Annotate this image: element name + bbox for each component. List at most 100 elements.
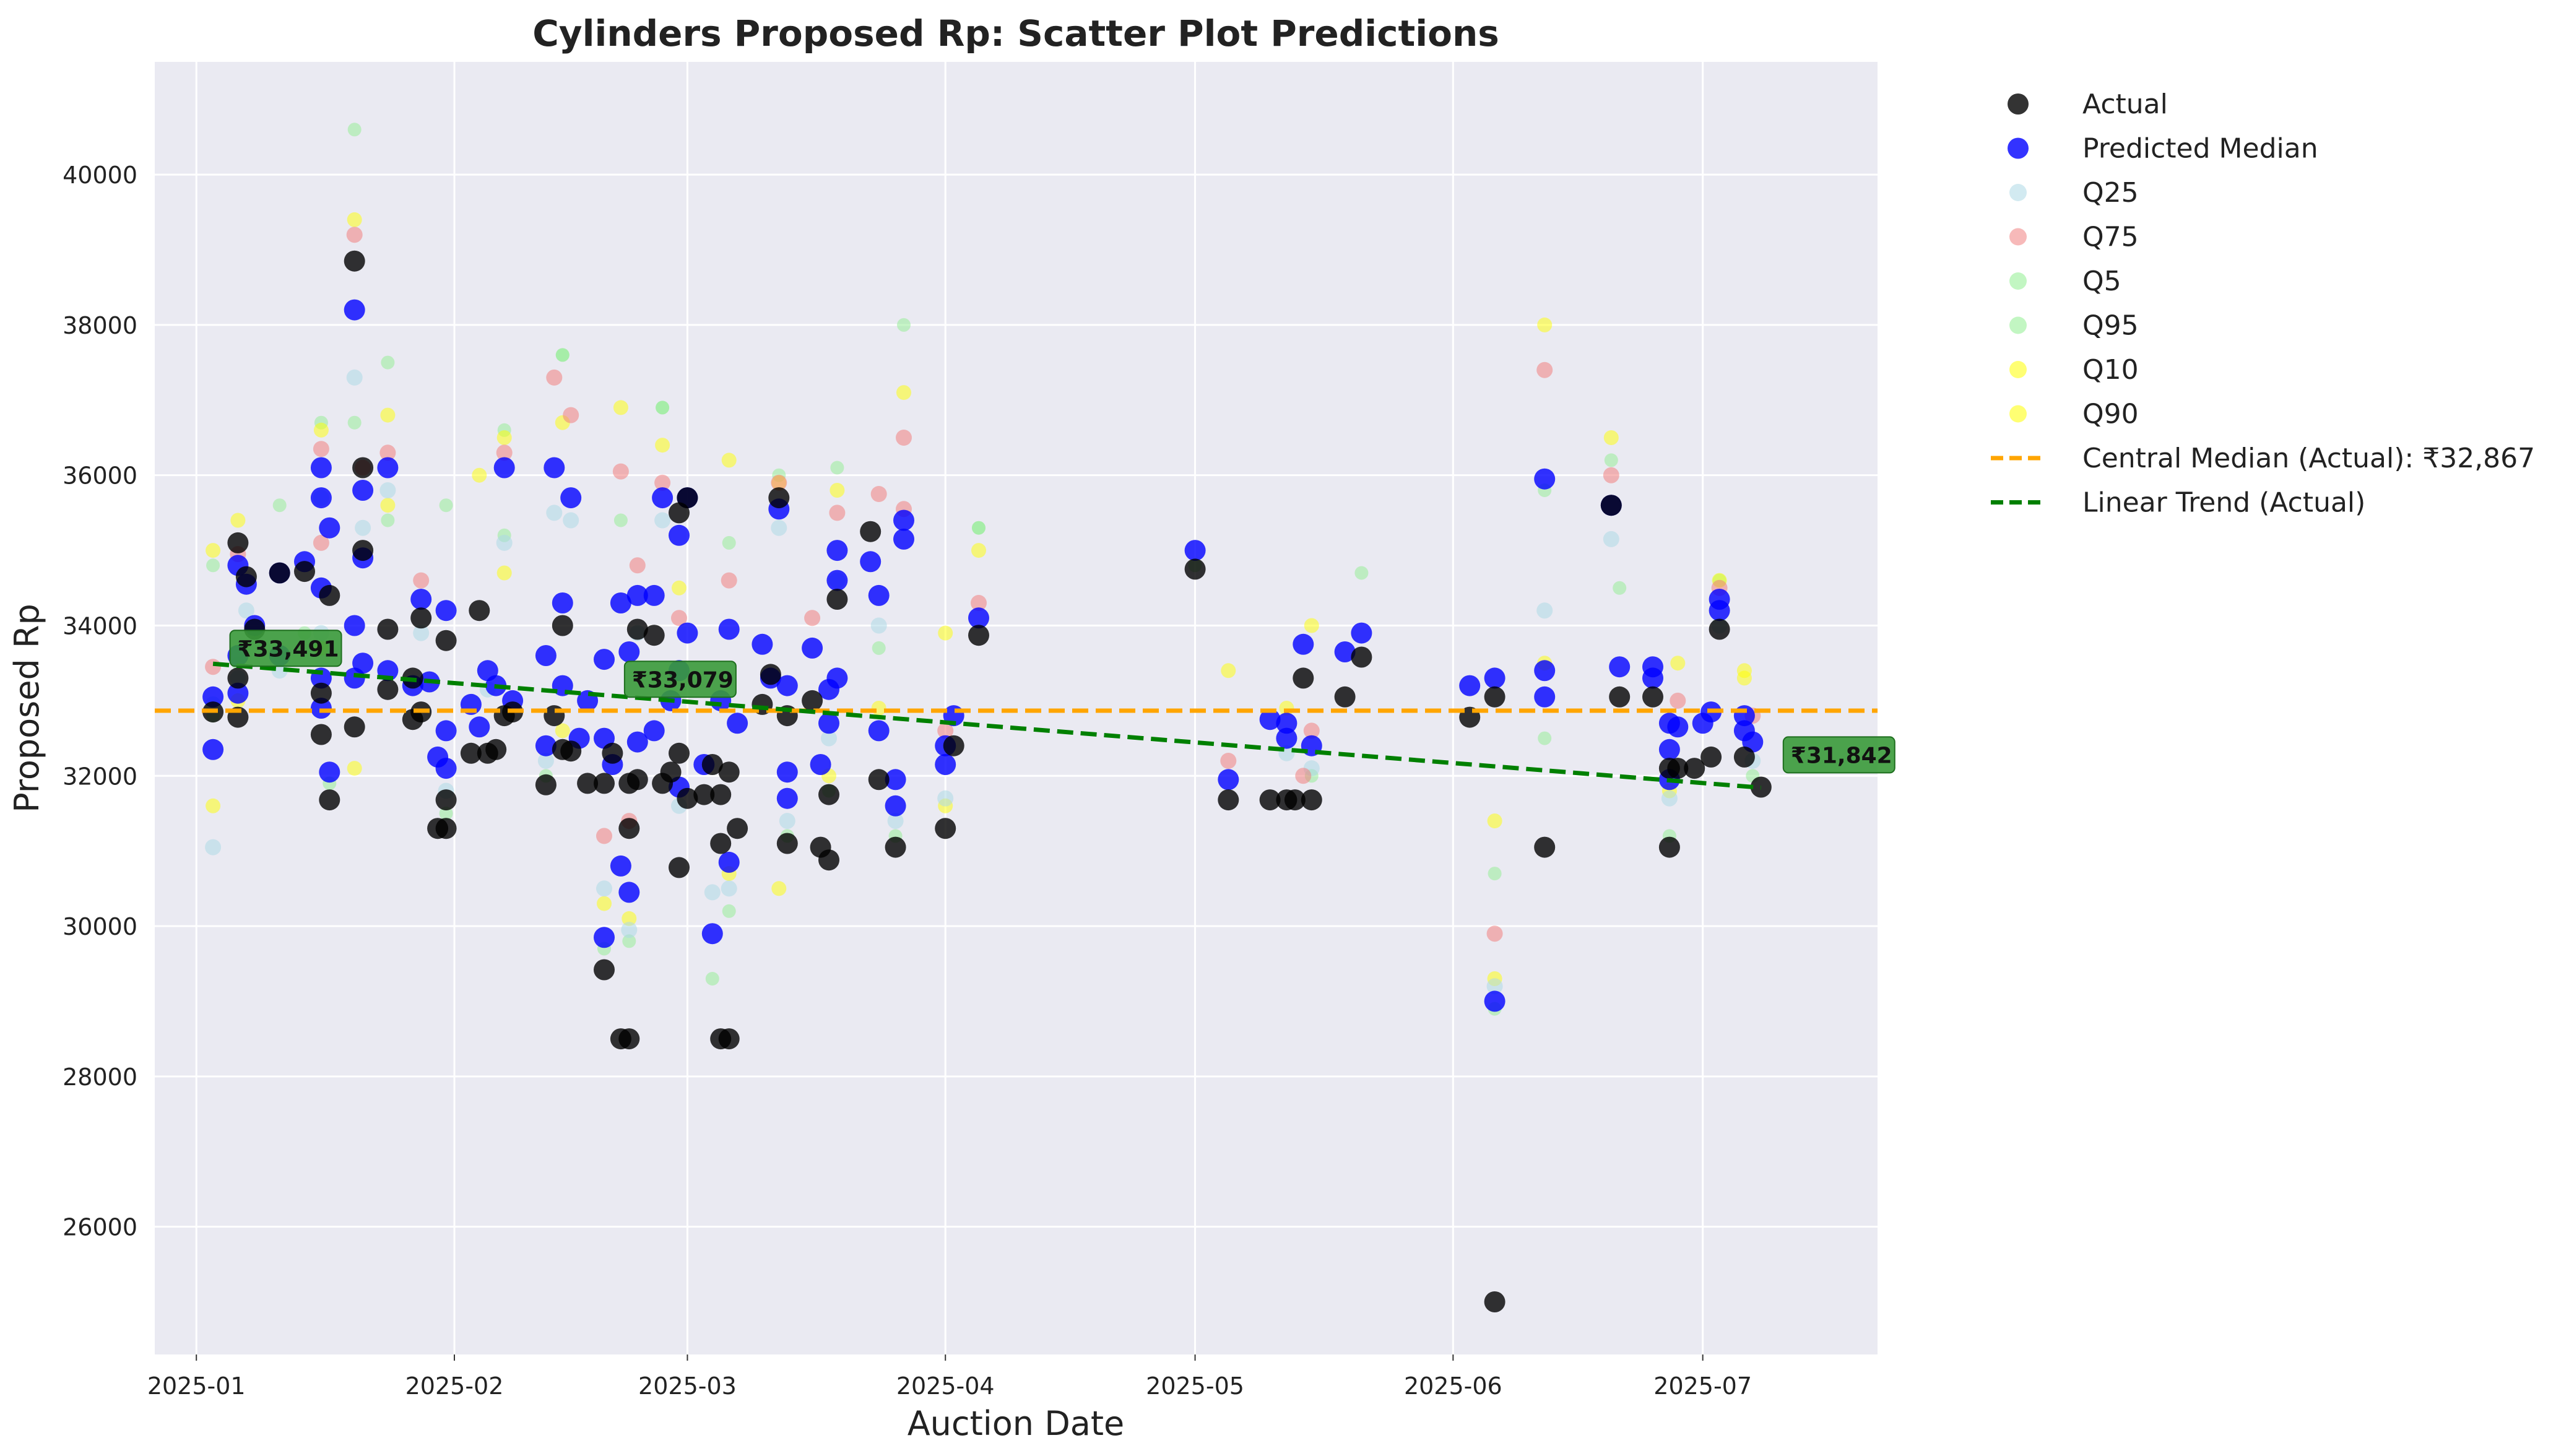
actual-point — [485, 739, 507, 760]
actual-point — [1259, 789, 1281, 811]
actual-point — [1284, 789, 1306, 811]
chart-title: Cylinders Proposed Rp: Scatter Plot Pred… — [532, 12, 1499, 54]
legend-label-q10: Q10 — [2082, 354, 2139, 386]
predicted-median-point — [1276, 727, 1297, 749]
actual-point — [469, 600, 490, 622]
predicted-median-point — [776, 761, 798, 783]
actual-point — [710, 833, 732, 854]
q95-point — [1488, 867, 1502, 881]
predicted-median-point — [1484, 990, 1505, 1012]
q90-point — [830, 483, 845, 498]
predicted-median-point — [594, 649, 615, 670]
q90-point — [1670, 656, 1686, 671]
q25-point — [1486, 978, 1503, 995]
predicted-median-point — [643, 720, 665, 742]
q10-point — [771, 881, 787, 896]
predicted-median-point — [968, 607, 989, 629]
predicted-median-point — [776, 787, 798, 809]
predicted-median-point — [652, 487, 674, 509]
q90-point — [896, 385, 911, 401]
actual-point — [352, 457, 374, 479]
predicted-median-point — [435, 600, 457, 622]
q90-point — [472, 467, 487, 483]
q75-point — [896, 430, 912, 446]
actual-point — [435, 789, 457, 811]
x-tick-label: 2025-01 — [147, 1372, 246, 1400]
predicted-median-point — [643, 584, 665, 606]
predicted-median-point — [810, 754, 831, 775]
predicted-median-point — [310, 487, 332, 509]
predicted-median-point — [227, 682, 249, 704]
predicted-median-point — [935, 754, 956, 775]
q25-point — [1661, 790, 1678, 807]
actual-point — [1351, 646, 1372, 668]
q95-point — [722, 535, 736, 550]
q25-point — [205, 839, 222, 856]
predicted-median-point — [544, 457, 565, 479]
predicted-median-point — [1709, 600, 1730, 622]
q75-point — [612, 463, 629, 480]
predicted-median-point — [435, 758, 457, 779]
q90-point — [347, 212, 362, 227]
actual-point — [768, 487, 790, 509]
actual-point — [1301, 789, 1322, 811]
q75-point — [496, 444, 513, 461]
gridlines — [155, 62, 1878, 1354]
q75-point — [771, 474, 787, 491]
predicted-median-point — [1351, 622, 1372, 644]
q95-point — [830, 461, 844, 475]
predicted-median-point — [826, 667, 848, 689]
predicted-median-point — [860, 551, 882, 573]
predicted-median-point — [1218, 769, 1239, 791]
predicted-median-point — [377, 457, 399, 479]
q5-point — [622, 934, 636, 948]
predicted-median-point — [1534, 686, 1556, 708]
legend-marker-q5 — [2009, 272, 2027, 290]
actual-point — [701, 754, 723, 775]
predicted-median-point — [669, 524, 690, 546]
q75-point — [1220, 753, 1237, 769]
predicted-median-point — [826, 570, 848, 591]
q95-point — [897, 318, 911, 332]
q75-point — [721, 572, 737, 589]
y-tick-label: 34000 — [63, 612, 137, 639]
q25-point — [721, 880, 737, 897]
predicted-median-point — [344, 299, 365, 321]
actual-point — [352, 540, 374, 561]
plot-area — [155, 62, 1878, 1354]
actual-point — [626, 618, 648, 640]
q90-point — [380, 407, 396, 423]
actual-point — [618, 818, 640, 839]
actual-point — [310, 724, 332, 745]
predicted-median-point — [535, 735, 557, 756]
q90-point — [1304, 618, 1319, 633]
actual-point — [660, 761, 682, 783]
q25-point — [779, 813, 795, 830]
actual-point — [718, 1028, 740, 1050]
legend-label-q90: Q90 — [2082, 399, 2139, 430]
actual-point — [594, 773, 615, 794]
q25-point — [771, 519, 787, 536]
predicted-median-point — [868, 584, 890, 606]
actual-point — [594, 959, 615, 981]
predicted-median-point — [1276, 713, 1297, 734]
predicted-median-point — [626, 584, 648, 606]
actual-point — [294, 561, 315, 583]
predicted-median-point — [885, 769, 906, 791]
q25-point — [1536, 602, 1553, 619]
predicted-median-point — [618, 641, 640, 662]
actual-point — [860, 521, 882, 542]
predicted-median-point — [677, 622, 698, 644]
q10-point — [622, 911, 637, 926]
legend: Actual Predicted Median Q25 Q75 Q5 Q95 Q10 Q90 C… — [1991, 89, 2535, 519]
q90-point — [1736, 663, 1752, 678]
predicted-median-point — [469, 716, 490, 738]
y-axis-label: Proposed Rp — [7, 604, 46, 813]
q75-point — [379, 444, 396, 461]
q90-point — [613, 400, 628, 415]
actual-point — [535, 774, 557, 795]
legend-marker-q75 — [2009, 228, 2027, 246]
predicted-median-point — [1259, 709, 1281, 730]
actual-point — [802, 690, 823, 711]
